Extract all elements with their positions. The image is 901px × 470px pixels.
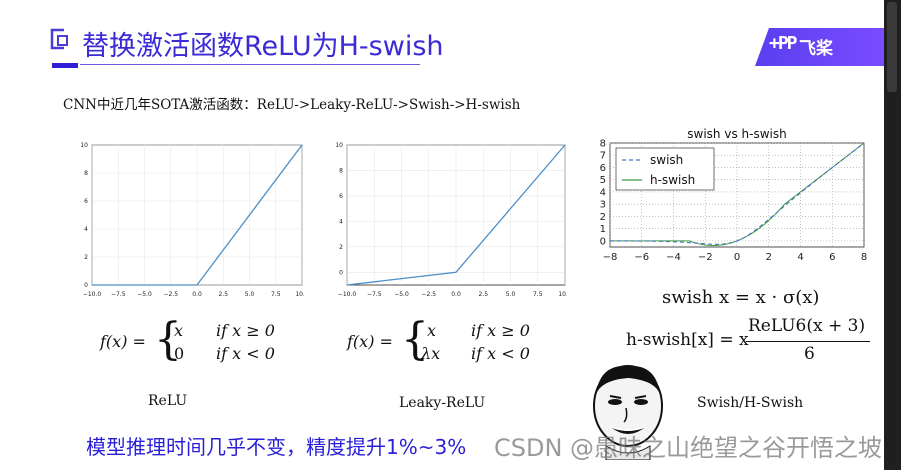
paddle-logo: +PP 飞桨: [755, 28, 884, 66]
legend-swish-label: swish: [650, 153, 683, 167]
x-tick-label: −4: [666, 252, 681, 263]
leaky-relu-plot: −10.0 −7.5 −5.0 −2.5 0.0 2.5 5.0 7.5 10.0 0 2 4 6 8 10: [335, 142, 567, 298]
vertical-scrollbar[interactable]: [884, 0, 901, 470]
x-tick-label: 10.0: [295, 291, 304, 298]
x-tick-label: −5.0: [394, 291, 409, 298]
y-tick-label: 0: [339, 269, 343, 276]
x-tick-label: 2.5: [218, 291, 228, 298]
leaky-formula-lhs: f(x) =: [347, 332, 393, 351]
y-tick-label: 8: [339, 168, 343, 175]
x-tick-label: 10.0: [558, 291, 567, 298]
scrollbar-thumb[interactable]: [887, 2, 897, 92]
y-tick-label: 8: [600, 139, 606, 150]
x-tick-label: −10.0: [338, 291, 357, 298]
logo-background: [755, 28, 884, 66]
bottom-conclusion: 模型推理时间几乎不变，精度提升1%~3%: [86, 435, 467, 459]
x-tick-label: −7.5: [367, 291, 382, 298]
relu-case1-cond: if x ≥ 0: [216, 321, 275, 340]
x-tick-label: 4: [797, 252, 803, 263]
relu-case1-expr: x: [174, 321, 184, 340]
x-tick-label: 2: [766, 252, 772, 263]
meme-face-sticker: [593, 365, 663, 460]
x-tick-label: 2.5: [478, 291, 488, 298]
chart-title: swish vs h-swish: [687, 127, 786, 141]
y-tick-label: 8: [84, 170, 88, 177]
hswish-formula-num: ReLU6(x + 3): [748, 316, 866, 336]
x-tick-label: −5.0: [137, 291, 152, 298]
subtitle: CNN中近几年SOTA激活函数：ReLU->Leaky-ReLU->Swish-…: [63, 97, 521, 113]
title-bar: 替换激活函数ReLU为H-swish: [50, 22, 444, 68]
y-tick-label: 5: [600, 175, 606, 186]
relu-formula-lhs: f(x) =: [100, 332, 146, 351]
x-tick-label: −6: [634, 252, 649, 263]
x-tick-label: 8: [861, 252, 867, 263]
leaky-case1-cond: if x ≥ 0: [471, 321, 530, 340]
relu-formula: f(x) = { x if x ≥ 0 0 if x < 0: [100, 314, 300, 368]
y-tick-label: 3: [600, 200, 606, 211]
y-tick-label: 6: [600, 163, 606, 174]
hswish-formula: h-swish[x] = x ReLU6(x + 3) 6: [626, 316, 876, 368]
relu-case2-expr: 0: [174, 344, 185, 363]
x-tick-label: −10.0: [83, 291, 102, 298]
y-tick-label: 10: [80, 142, 88, 149]
x-tick-label: −2.5: [163, 291, 178, 298]
leaky-case2-expr: λx: [421, 344, 441, 363]
leaky-case2-cond: if x < 0: [471, 344, 530, 363]
leaky-case1-expr: x: [427, 321, 437, 340]
x-tick-label: −7.5: [111, 291, 126, 298]
relu-brace: {: [154, 314, 182, 365]
swish-series-line: [609, 142, 865, 245]
x-tick-label: −2: [698, 252, 713, 263]
x-tick-label: 7.5: [271, 291, 281, 298]
y-tick-label: 1: [600, 224, 606, 235]
y-tick-label: 6: [84, 198, 88, 205]
x-tick-label: 0: [734, 252, 740, 263]
title-accent-bar: [52, 63, 78, 68]
title-bracket-icon: [50, 28, 68, 50]
y-tick-label: 2: [339, 244, 343, 251]
y-tick-label: 2: [600, 212, 606, 223]
relu-series-line: [92, 144, 303, 286]
x-tick-label: 5.0: [506, 291, 516, 298]
leaky-relu-caption: Leaky-ReLU: [399, 395, 486, 411]
leaky-brace: {: [401, 314, 429, 365]
y-tick-label: 7: [600, 151, 606, 162]
leaky-relu-series-line: [346, 144, 566, 286]
y-tick-label: 0: [600, 236, 606, 247]
y-tick-label: 4: [339, 218, 343, 225]
x-tick-label: −2.5: [421, 291, 436, 298]
y-tick-label: 10: [335, 142, 343, 149]
swish-caption: Swish/H-Swish: [697, 395, 804, 411]
relu-plot: −10.0 −7.5 −5.0 −2.5 0.0 2.5 5.0 7.5 10.0 0 2 4 6 8 10: [80, 142, 304, 298]
relu-case2-cond: if x < 0: [216, 344, 275, 363]
x-tick-label: −8: [603, 252, 618, 263]
y-tick-label: 4: [84, 226, 88, 233]
logo-mark: +PP: [769, 33, 797, 54]
legend-box: [615, 147, 715, 191]
swish-formula: swish x = x · σ(x): [662, 287, 820, 308]
x-tick-label: 7.5: [533, 291, 543, 298]
leaky-relu-formula: f(x) = { x if x ≥ 0 λx if x < 0: [347, 314, 557, 368]
y-tick-label: 2: [84, 254, 88, 261]
x-tick-label: 0.0: [192, 291, 202, 298]
hswish-formula-lhs: h-swish[x] = x: [626, 330, 749, 350]
chart-legend: swish h-swish: [615, 147, 715, 191]
csdn-watermark: CSDN @愚昧之山绝望之谷开悟之坡: [494, 434, 883, 462]
x-tick-label: 6: [829, 252, 835, 263]
hswish-fraction-bar: [746, 341, 870, 342]
page-title: 替换激活函数ReLU为H-swish: [82, 31, 444, 62]
y-tick-label: 6: [339, 193, 343, 200]
y-tick-label: 0: [84, 282, 88, 289]
title-underline: [80, 64, 420, 65]
y-tick-label: 4: [600, 187, 606, 198]
x-tick-label: 5.0: [245, 291, 255, 298]
logo-text: 飞桨: [799, 39, 833, 59]
hswish-formula-den: 6: [804, 344, 815, 364]
relu-caption: ReLU: [148, 393, 188, 409]
x-tick-label: 0.0: [451, 291, 461, 298]
legend-hswish-label: h-swish: [650, 173, 695, 187]
